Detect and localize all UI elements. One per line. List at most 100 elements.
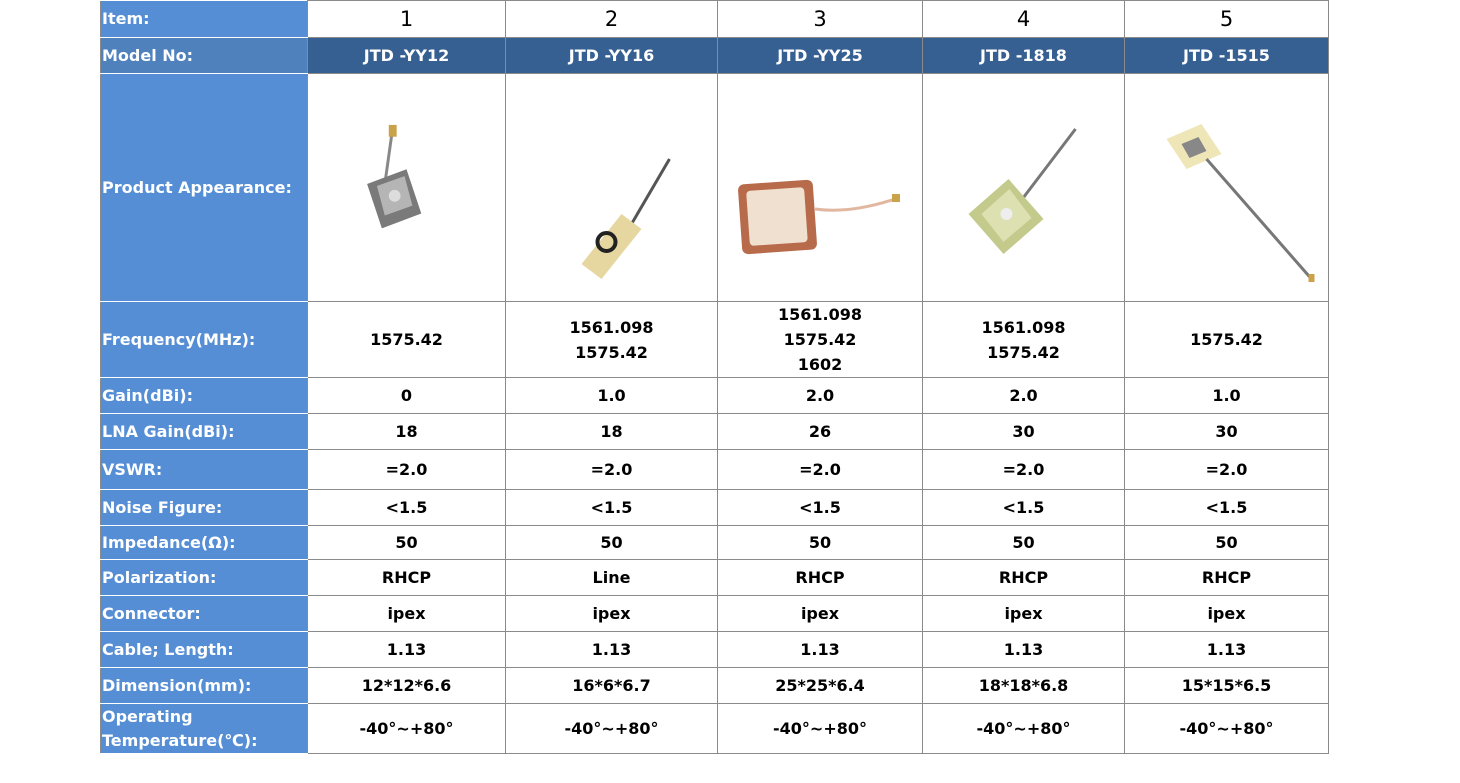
cell: 1.0 <box>1124 377 1329 414</box>
table-row: LNA Gain(dBi): 18 18 26 30 30 <box>100 413 1329 450</box>
cell: Line <box>505 559 718 596</box>
product-image <box>581 158 671 279</box>
spec-table-wrap: Item: 1 2 3 4 5 Model No: JTD -YY12 JTD -YY16 JTD… <box>100 0 1329 754</box>
cell: 1 <box>307 0 506 38</box>
product-image-cell <box>922 73 1125 302</box>
cell: 26 <box>717 413 923 450</box>
cell: 18*18*6.8 <box>922 667 1125 704</box>
product-image <box>367 124 422 229</box>
cell: 2 <box>505 0 718 38</box>
cell: 25*25*6.4 <box>717 667 923 704</box>
row-label: Operating Temperature(℃): <box>100 703 308 754</box>
table-row: Item: 1 2 3 4 5 <box>100 0 1329 38</box>
cell: 30 <box>922 413 1125 450</box>
cell: 12*12*6.6 <box>307 667 506 704</box>
table-row: Noise Figure: <1.5 <1.5 <1.5 <1.5 <1.5 <box>100 489 1329 526</box>
table-row: Polarization: RHCP Line RHCP RHCP RHCP <box>100 559 1329 596</box>
table-row: Connector: ipex ipex ipex ipex ipex <box>100 595 1329 632</box>
cell: -40°~+80° <box>505 703 718 754</box>
cell: =2.0 <box>307 449 506 490</box>
cell: 1561.098 1575.42 1602 <box>717 301 923 378</box>
row-label: Item: <box>100 0 308 38</box>
cell: 1.13 <box>1124 631 1329 668</box>
cell: JTD -YY25 <box>717 37 923 74</box>
cell-line: 1602 <box>797 355 843 374</box>
cell: JTD -YY16 <box>505 37 718 74</box>
cell: 50 <box>505 525 718 560</box>
cell-line: 1575.42 <box>1190 330 1263 349</box>
cell: =2.0 <box>1124 449 1329 490</box>
cell: ipex <box>1124 595 1329 632</box>
row-label: Dimension(mm): <box>100 667 308 704</box>
cell: <1.5 <box>505 489 718 526</box>
table-row: Dimension(mm): 12*12*6.6 16*6*6.7 25*25*6.4… <box>100 667 1329 704</box>
cell: 1.13 <box>922 631 1125 668</box>
cell: 5 <box>1124 0 1329 38</box>
product-image-cell <box>307 73 506 302</box>
table-row: Gain(dBi): 0 1.0 2.0 2.0 1.0 <box>100 377 1329 414</box>
cell: ipex <box>505 595 718 632</box>
cell: 30 <box>1124 413 1329 450</box>
cell: 18 <box>505 413 718 450</box>
cell: 50 <box>717 525 923 560</box>
cell: ipex <box>307 595 506 632</box>
cell-line: 1575.42 <box>783 330 857 349</box>
cell: JTD -1818 <box>922 37 1125 74</box>
cell: ipex <box>717 595 923 632</box>
row-label: Polarization: <box>100 559 308 596</box>
cell: <1.5 <box>1124 489 1329 526</box>
cell: 50 <box>1124 525 1329 560</box>
row-label: Gain(dBi): <box>100 377 308 414</box>
cell: =2.0 <box>717 449 923 490</box>
cell: 1.13 <box>717 631 923 668</box>
cell: 1.0 <box>505 377 718 414</box>
table-row: Operating Temperature(℃): -40°~+80° -40°~+… <box>100 703 1329 754</box>
product-image <box>1166 124 1315 282</box>
product-image-cell <box>505 73 718 302</box>
row-label: VSWR: <box>100 449 308 490</box>
cell: 1575.42 <box>307 301 506 378</box>
cell: -40°~+80° <box>1124 703 1329 754</box>
row-label: Impedance(Ω): <box>100 525 308 560</box>
product-image <box>738 179 900 255</box>
cell: 3 <box>717 0 923 38</box>
cell: RHCP <box>307 559 506 596</box>
cell: -40°~+80° <box>922 703 1125 754</box>
table-row: Product Appearance: <box>100 73 1329 302</box>
cell-line: 1575.42 <box>575 342 648 362</box>
cell: <1.5 <box>307 489 506 526</box>
product-image-cell <box>1124 73 1329 302</box>
cell: <1.5 <box>717 489 923 526</box>
cell: JTD -YY12 <box>307 37 506 74</box>
cell: 16*6*6.7 <box>505 667 718 704</box>
cell: 4 <box>922 0 1125 38</box>
table-row: VSWR: =2.0 =2.0 =2.0 =2.0 =2.0 <box>100 449 1329 490</box>
row-label: Connector: <box>100 595 308 632</box>
cell-line: 1561.098 <box>981 317 1066 337</box>
cell-line: 1561.098 <box>777 305 862 324</box>
product-image-cell <box>717 73 923 302</box>
row-label: Noise Figure: <box>100 489 308 526</box>
cell: 1561.098 1575.42 <box>505 301 718 378</box>
cell: =2.0 <box>505 449 718 490</box>
cell: JTD -1515 <box>1124 37 1329 74</box>
cell: ipex <box>922 595 1125 632</box>
cell: RHCP <box>1124 559 1329 596</box>
spec-table: Item: 1 2 3 4 5 Model No: JTD -YY12 JTD -YY16 JTD… <box>100 0 1329 754</box>
cell: 0 <box>307 377 506 414</box>
cell: -40°~+80° <box>307 703 506 754</box>
cell: <1.5 <box>922 489 1125 526</box>
cell: -40°~+80° <box>717 703 923 754</box>
cell: =2.0 <box>922 449 1125 490</box>
cell-line: 1575.42 <box>370 330 443 349</box>
cell: 50 <box>307 525 506 560</box>
cell: 2.0 <box>717 377 923 414</box>
cell: RHCP <box>717 559 923 596</box>
table-row: Model No: JTD -YY12 JTD -YY16 JTD -YY25 JTD … <box>100 37 1329 74</box>
table-row: Cable; Length: 1.13 1.13 1.13 1.13 1.13 <box>100 631 1329 668</box>
cell: 1.13 <box>505 631 718 668</box>
row-label: LNA Gain(dBi): <box>100 413 308 450</box>
product-image <box>968 128 1077 254</box>
cell: 50 <box>922 525 1125 560</box>
row-label: Model No: <box>100 37 308 74</box>
